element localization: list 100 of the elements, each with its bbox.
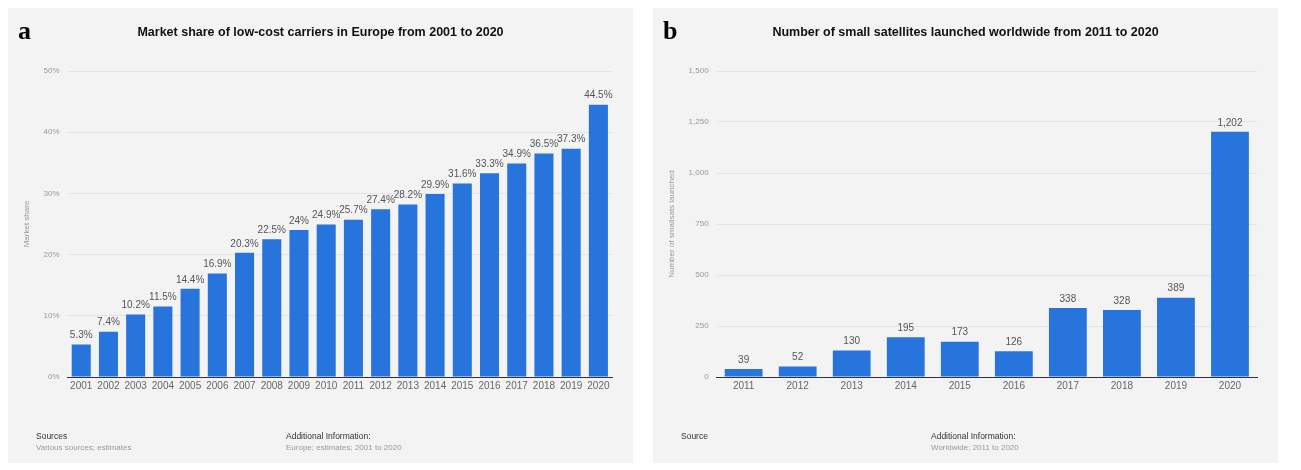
y-tick-label: 50%	[43, 66, 60, 76]
bar	[588, 104, 608, 377]
bar	[479, 173, 500, 377]
x-tick-label: 2008	[260, 379, 284, 391]
x-tick-label: 2012	[369, 379, 393, 391]
data-label: 126	[1005, 336, 1023, 348]
y-tick-label: 10%	[43, 311, 60, 320]
text: b	[663, 16, 678, 46]
x-tick-label: 2014	[423, 379, 447, 391]
x-tick-label: 2016	[478, 379, 502, 391]
bar	[724, 369, 763, 377]
bar	[940, 341, 979, 377]
text: Europe; estimates; 2001 to 2020	[286, 442, 403, 453]
bar	[886, 337, 925, 377]
x-tick-label: 2007	[233, 379, 257, 391]
data-label: 52	[792, 351, 804, 363]
bar	[316, 224, 336, 377]
data-label: 25.7%	[339, 204, 368, 216]
x-tick-label: 2009	[287, 379, 311, 391]
y-tick-label: 750	[695, 219, 710, 229]
text: Various sources; estimates	[36, 442, 133, 453]
bar	[126, 314, 146, 377]
y-tick-label: 1,000	[688, 168, 710, 178]
x-tick-label: 2013	[396, 379, 420, 391]
x-tick-label: 2001	[70, 379, 93, 391]
x-tick-label: 2006	[206, 379, 229, 391]
chart-title: Number of small satellites launched worldwide from 2011 to 2020	[772, 25, 1159, 39]
bar	[1157, 297, 1195, 377]
x-tick-label: 2011	[732, 379, 755, 391]
x-tick-label: 2017	[505, 379, 529, 391]
data-label: 39	[738, 353, 750, 365]
bar	[289, 230, 309, 377]
x-tick-label: 2014	[894, 379, 918, 391]
data-label: 11.5%	[149, 291, 177, 303]
y-axis-title: Number of smallsats launched	[667, 170, 676, 278]
data-label: 195	[897, 321, 915, 333]
x-tick-label: 2018	[532, 379, 556, 391]
bar	[778, 366, 817, 377]
bar	[153, 306, 173, 377]
data-label: 389	[1167, 282, 1185, 294]
text: Sources	[36, 431, 69, 442]
y-tick-label: 20%	[43, 249, 60, 259]
y-tick-label: 30%	[43, 188, 60, 198]
bar	[180, 288, 200, 377]
data-label: 27.4%	[366, 194, 395, 206]
x-tick-label: 2013	[840, 379, 864, 391]
data-label: 14.4%	[175, 273, 205, 285]
bar	[1102, 310, 1141, 377]
bar	[534, 153, 554, 377]
data-label: 29.9%	[420, 178, 450, 190]
x-tick-label: 2017	[1056, 379, 1080, 391]
y-tick-label: 1,500	[688, 66, 710, 76]
y-tick-label: 40%	[43, 127, 60, 137]
bar	[425, 194, 445, 377]
bar	[71, 344, 91, 377]
data-label: 1,202	[1217, 116, 1243, 128]
x-tick-label: 2010	[315, 379, 338, 391]
bar	[561, 148, 581, 377]
data-label: 173	[951, 326, 969, 338]
y-tick-label: 1,250	[688, 117, 710, 127]
x-tick-label: 2012	[786, 379, 810, 391]
data-label: 24%	[288, 214, 310, 226]
x-tick-label: 2019	[560, 379, 583, 391]
bar	[262, 239, 282, 377]
data-label: 22.5%	[257, 224, 287, 236]
bar	[832, 350, 871, 377]
bar	[98, 331, 118, 377]
x-tick-label: 2018	[1110, 379, 1134, 391]
bar	[994, 351, 1033, 377]
data-label: 338	[1059, 292, 1077, 304]
data-label: 36.5%	[529, 138, 559, 150]
text: Source	[681, 431, 709, 442]
data-label: 5.3%	[69, 329, 93, 341]
x-tick-label: 2002	[97, 379, 120, 391]
data-label: 328	[1113, 294, 1131, 306]
data-label: 33.3%	[475, 157, 504, 169]
chart-title: Market share of low-cost carriers in Europe from 2001 to 2020	[137, 25, 504, 39]
bar	[371, 209, 391, 377]
x-tick-label: 2003	[124, 379, 148, 391]
bar	[507, 163, 527, 377]
x-tick-label: 2005	[178, 379, 202, 391]
bar	[1048, 308, 1087, 377]
data-label: 44.5%	[584, 89, 613, 101]
x-tick-label: 2015	[948, 379, 972, 391]
x-tick-label: 2020	[587, 379, 610, 391]
bar	[1211, 131, 1249, 377]
data-label: 31.6%	[448, 168, 477, 180]
data-label: 10.2%	[121, 299, 150, 311]
bar	[343, 219, 363, 377]
data-label: 16.9%	[203, 258, 232, 270]
x-tick-label: 2020	[1218, 379, 1242, 391]
data-label: 34.9%	[502, 148, 532, 160]
x-tick-label: 2015	[451, 379, 474, 391]
bar	[235, 252, 255, 377]
y-tick-label: 500	[695, 270, 710, 280]
x-tick-label: 2016	[1002, 379, 1026, 391]
data-label: 20.3%	[230, 237, 259, 249]
x-tick-label: 2004	[151, 379, 175, 391]
data-label: 7.4%	[97, 316, 120, 328]
text: Worldwide; 2011 to 2020	[931, 442, 1020, 453]
